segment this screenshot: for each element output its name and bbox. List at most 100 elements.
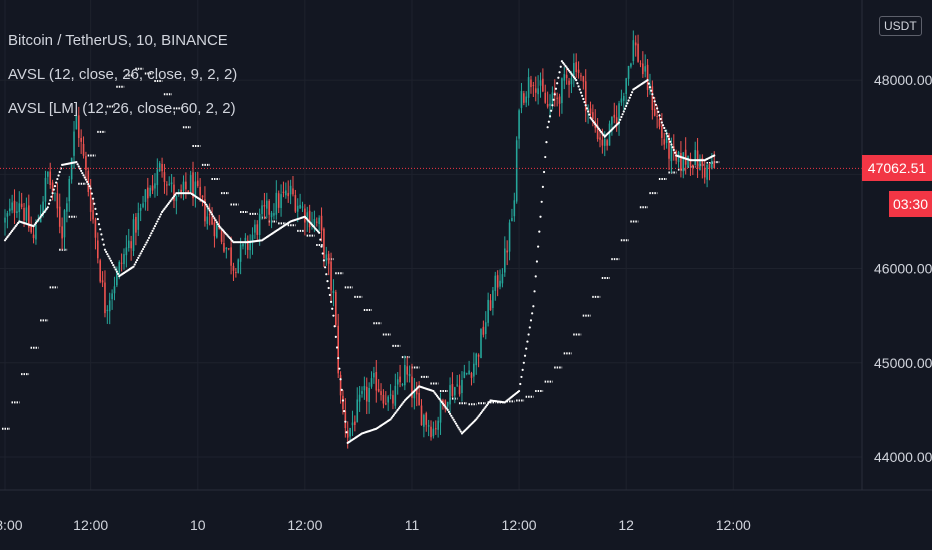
candle-body <box>256 224 259 235</box>
legend-symbol[interactable]: Bitcoin / TetherUS, 10, BINANCE <box>8 32 228 49</box>
avsl-point <box>569 71 572 74</box>
avsl-point <box>38 217 41 220</box>
avsl-point <box>560 60 564 63</box>
avsl-point <box>550 109 553 112</box>
avsl-point <box>535 260 539 263</box>
avsl-point <box>476 416 479 419</box>
candle-body <box>672 146 675 151</box>
candle-body <box>87 170 90 193</box>
candle-body <box>313 218 316 226</box>
avsl-point <box>540 200 543 203</box>
candle-body <box>692 164 694 167</box>
avsl-point <box>156 220 159 223</box>
candle-body <box>361 391 363 394</box>
avsl-point <box>390 416 393 419</box>
avsl-point <box>576 82 579 85</box>
avsl-point <box>139 252 142 255</box>
avsl-point <box>517 389 521 393</box>
avsl-point <box>174 193 177 196</box>
avsl-point <box>558 71 561 74</box>
candle-body <box>111 293 113 300</box>
avsl-point <box>57 174 60 177</box>
legend-indicator-avsl-lm[interactable]: AVSL [LM] (12, 26, close, 60, 2, 2) <box>8 100 236 117</box>
candle-body <box>439 400 442 423</box>
avsl-point <box>457 426 460 429</box>
candle-body <box>304 208 306 223</box>
currency-badge[interactable]: USDT <box>879 16 922 36</box>
avsl-point <box>564 64 567 68</box>
avsl-point <box>102 243 105 246</box>
candle-body <box>558 96 561 104</box>
candle-body <box>670 145 673 162</box>
avsl-point <box>653 100 656 103</box>
candle-body <box>468 370 470 375</box>
avsl-point <box>45 207 48 210</box>
avsl-point <box>597 127 600 130</box>
avsl-point <box>559 65 562 68</box>
avsl-point <box>96 217 99 221</box>
chart-legend: Bitcoin / TetherUS, 10, BINANCE AVSL (12… <box>8 24 237 126</box>
avsl-point <box>584 104 587 107</box>
candle-body <box>142 203 144 208</box>
candle-body <box>611 116 613 125</box>
avsl-point <box>398 405 402 408</box>
avsl-point <box>544 155 547 159</box>
candle-body <box>458 385 461 395</box>
avsl-point <box>133 263 136 266</box>
avsl-point <box>547 120 550 123</box>
avsl-point <box>134 261 137 264</box>
candle-body <box>563 74 566 81</box>
avsl-point <box>587 110 590 113</box>
candle-body <box>92 210 94 220</box>
candle-body <box>504 248 506 273</box>
time-tick-label: 12:00 <box>716 517 751 533</box>
candle-body <box>44 177 47 202</box>
avsl-point <box>215 221 218 224</box>
avsl-point <box>320 245 323 248</box>
time-axis[interactable]: 18:00 12:00 10 12:00 11 12:00 12 12:00 <box>0 517 751 533</box>
candle-body <box>244 237 247 243</box>
candle-body <box>13 200 16 213</box>
candle-body <box>54 192 56 194</box>
candle-body <box>301 206 304 208</box>
avsl-point <box>488 400 491 404</box>
candle-body <box>461 379 463 394</box>
avsl-point <box>50 195 53 198</box>
avsl-point <box>135 258 139 262</box>
avsl-point <box>572 75 575 79</box>
candle-series <box>4 30 716 449</box>
avsl-point <box>447 410 450 413</box>
candle-body <box>118 261 121 273</box>
avsl-point <box>579 91 583 94</box>
avsl-point <box>14 225 17 228</box>
avsl-point <box>16 221 20 225</box>
avsl-point <box>160 210 164 214</box>
candle-body <box>306 212 309 221</box>
avsl-point <box>213 217 216 220</box>
last-price-label: 47062.51 <box>862 155 932 182</box>
candle-body <box>568 80 570 85</box>
avsl-point <box>41 212 45 215</box>
legend-indicator-avsl[interactable]: AVSL (12, close, 26, close, 9, 2, 2) <box>8 66 238 83</box>
avsl-point <box>87 182 90 186</box>
candle-body <box>327 253 330 264</box>
avsl-point <box>165 204 168 207</box>
avsl-point <box>116 272 120 275</box>
time-tick-label: 12:00 <box>73 517 108 533</box>
avsl-point <box>583 100 586 104</box>
avsl-point <box>623 107 627 110</box>
candle-body <box>251 234 254 244</box>
candle-body <box>646 64 649 90</box>
avsl-point <box>108 257 111 260</box>
avsl-point <box>658 114 661 117</box>
candle-body <box>365 386 368 402</box>
candle-body <box>97 240 99 259</box>
candle-body <box>444 400 447 409</box>
candle-body <box>320 215 323 231</box>
avsl-point <box>565 66 568 69</box>
avsl-point <box>391 415 395 418</box>
avsl-point <box>114 268 117 271</box>
